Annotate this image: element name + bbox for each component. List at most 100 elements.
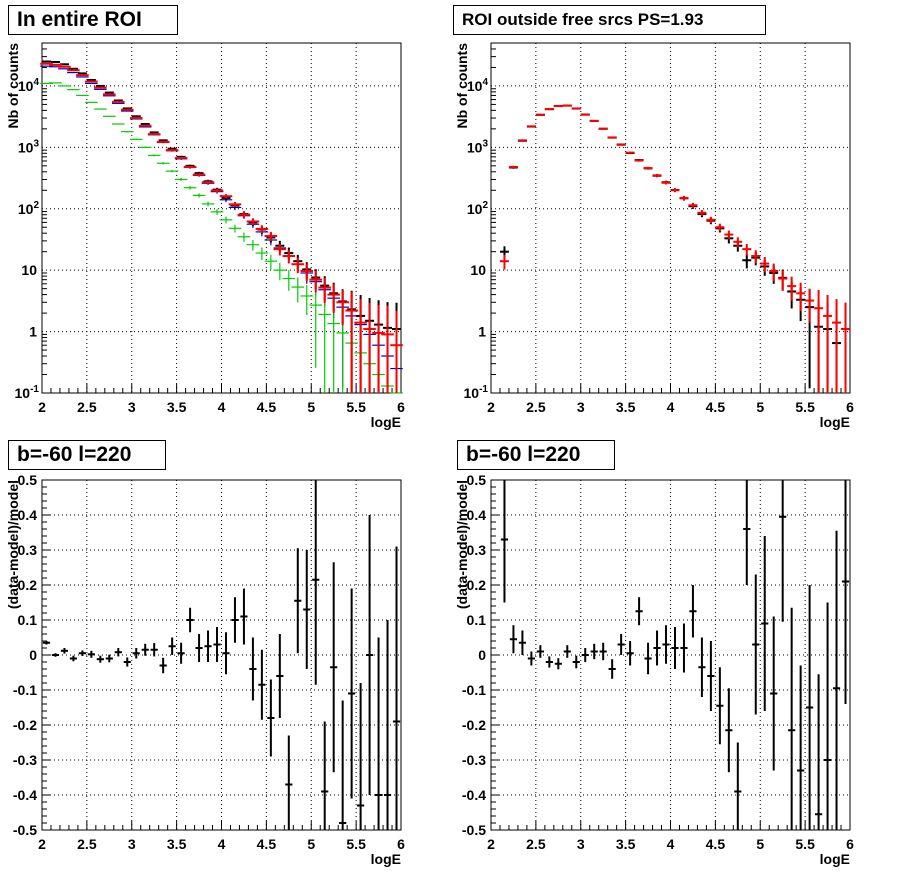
data-point (201, 180, 215, 184)
data-point (643, 166, 653, 170)
data-point (129, 117, 143, 120)
data-point (255, 247, 269, 261)
data-point (526, 125, 536, 128)
y-tick-label: -0.1 (462, 682, 486, 698)
y-tick-label: -0.1 (13, 682, 37, 698)
data-point (625, 151, 635, 154)
y-tick-label: 0.3 (18, 542, 38, 558)
data-point (724, 230, 734, 240)
data-point (787, 276, 797, 301)
x-tick-label: 3.5 (167, 399, 187, 415)
y-tick-label: 0.3 (467, 542, 487, 558)
data-point (363, 302, 376, 393)
x-tick-label: 3 (577, 836, 585, 852)
data-point (517, 139, 527, 142)
data-point (69, 655, 78, 662)
data-point (814, 290, 824, 393)
x-tick-label: 5 (307, 399, 315, 415)
data-point (381, 305, 394, 393)
plot-frame (490, 42, 851, 394)
plot-frame (41, 42, 402, 394)
data-point (201, 201, 215, 207)
data-point (607, 136, 617, 139)
data-point (309, 287, 323, 368)
data-point (112, 102, 125, 104)
y-tick-label: -0.5 (462, 822, 486, 838)
y-tick-label: 1 (29, 324, 37, 340)
data-point (653, 630, 661, 666)
data-point (626, 641, 634, 666)
data-point (742, 243, 752, 256)
data-point (156, 140, 170, 143)
y-tick-label: -0.3 (13, 752, 37, 768)
data-point (500, 480, 509, 603)
data-point (383, 620, 392, 830)
y-tick-label: 104 (18, 77, 40, 94)
data-point (103, 115, 116, 117)
data-point (246, 239, 260, 251)
data-point (147, 154, 161, 157)
data-point (743, 480, 751, 585)
data-point (219, 216, 233, 224)
y-tick-label: 103 (18, 138, 40, 155)
x-tick-label: 5 (756, 836, 764, 852)
data-point (589, 119, 599, 122)
data-point (87, 650, 95, 658)
x-tick-label: 5.5 (346, 836, 366, 852)
data-point (562, 104, 572, 107)
x-tick-label: 2 (487, 836, 495, 852)
data-point (751, 250, 761, 264)
data-point (131, 115, 141, 118)
x-tick-label: 2 (38, 399, 46, 415)
y-tick-label: -0.5 (13, 822, 37, 838)
data-point (204, 630, 212, 662)
data-point (138, 124, 152, 127)
y-tick-label: 102 (467, 200, 489, 217)
chart-panel-2: 2 2.5 3 3.5 4 4.5 5 5.5 6 10-1 1 10 102 103 104 logE Nb … (454, 42, 854, 430)
data-point (544, 108, 554, 111)
data-point (797, 665, 805, 830)
data-point (545, 656, 553, 668)
data-point (258, 649, 266, 720)
y-tick-label: -0.2 (462, 717, 486, 733)
data-point (339, 700, 347, 830)
y-tick-label: 0.2 (18, 577, 38, 593)
data-point (309, 271, 323, 293)
data-point (698, 637, 706, 697)
data-point (264, 231, 278, 241)
data-point (336, 290, 349, 326)
data-point (303, 550, 311, 669)
data-point (282, 250, 296, 264)
y-axis-title: Nb of counts (5, 43, 21, 129)
data-point (186, 607, 194, 633)
data-point (147, 133, 161, 136)
data-point (372, 304, 385, 393)
data-point (174, 157, 188, 160)
x-tick-label: 4.5 (257, 399, 277, 415)
x-tick-label: 2 (487, 399, 495, 415)
data-point (644, 642, 652, 675)
data-point (140, 122, 150, 125)
data-point (508, 165, 518, 169)
data-point (219, 194, 233, 199)
data-point (590, 643, 598, 660)
data-point (662, 625, 670, 664)
data-point (138, 146, 152, 149)
data-point (318, 277, 331, 304)
data-point (725, 688, 733, 773)
data-point (183, 165, 197, 169)
data-point (509, 625, 518, 654)
data-point (165, 149, 179, 152)
plot-frame (41, 479, 402, 831)
data-point (276, 634, 284, 718)
data-point (770, 616, 778, 771)
data-point (841, 302, 850, 393)
data-point (572, 655, 580, 669)
data-point (832, 299, 842, 393)
data-point (518, 630, 527, 655)
data-point (95, 84, 105, 87)
panel-3-title: b=-60 l=220 (8, 440, 166, 470)
data-point (49, 82, 62, 84)
y-tick-label: 0 (29, 647, 37, 663)
